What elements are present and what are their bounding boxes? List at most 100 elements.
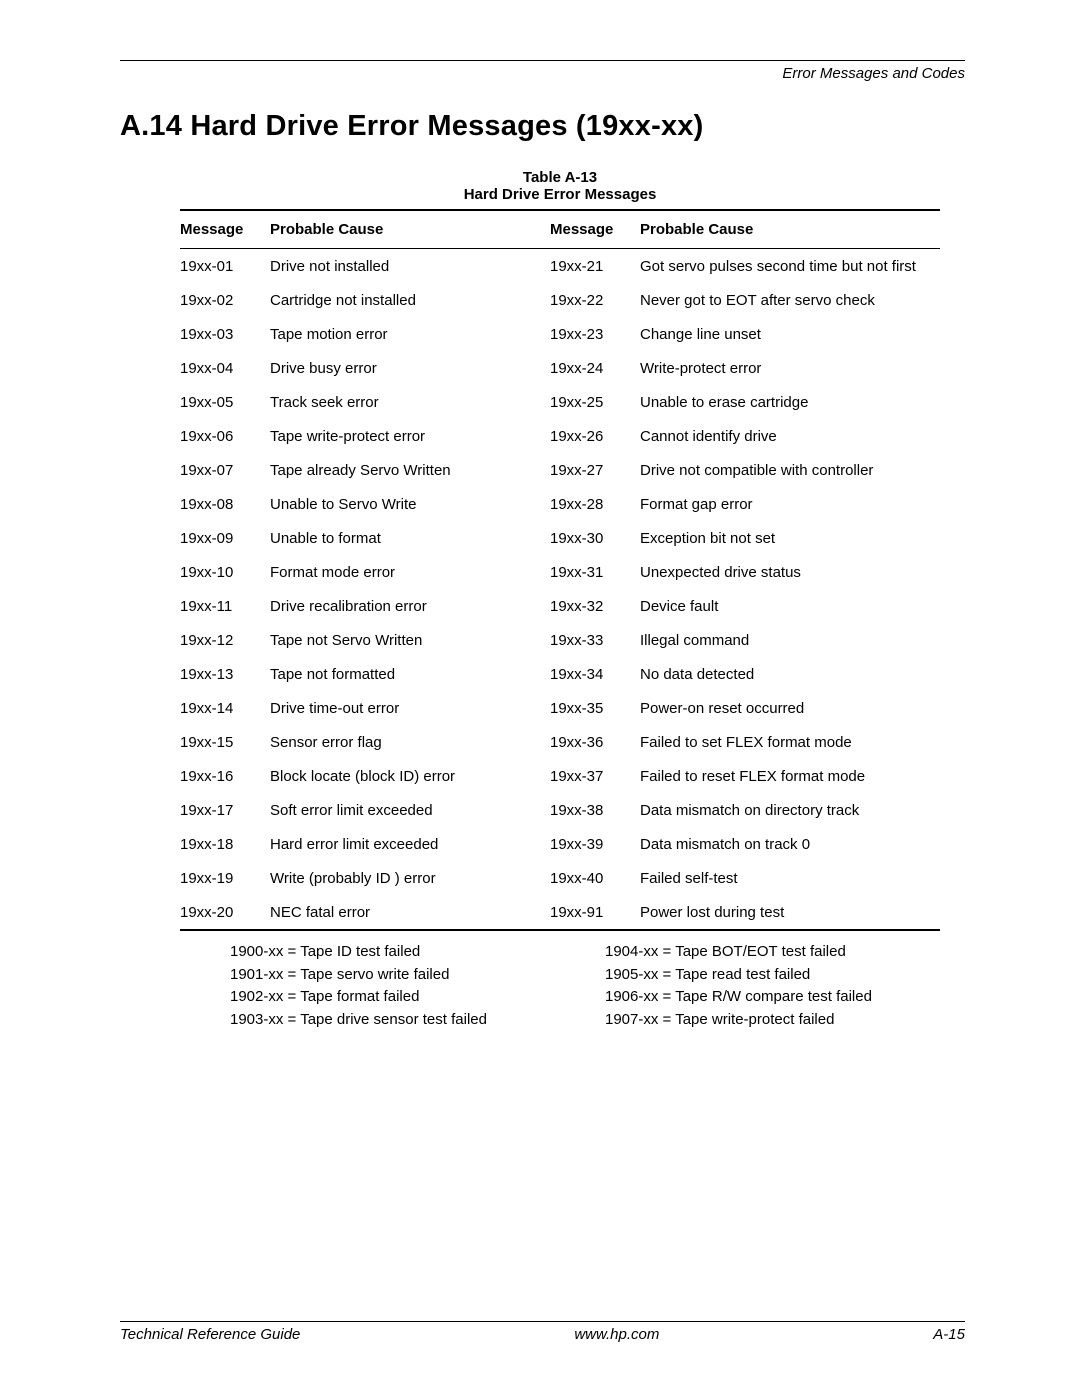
legend-item: 1900-xx = Tape ID test failed bbox=[230, 941, 565, 964]
table-cell: Tape motion error bbox=[270, 317, 550, 351]
table-row: 19xx-09Unable to format19xx-30Exception … bbox=[180, 521, 940, 555]
table-cell: 19xx-32 bbox=[550, 589, 640, 623]
table-cell: 19xx-39 bbox=[550, 827, 640, 861]
table-row: 19xx-06Tape write-protect error19xx-26Ca… bbox=[180, 419, 940, 453]
table-cell: Tape write-protect error bbox=[270, 419, 550, 453]
table-cell: Sensor error flag bbox=[270, 725, 550, 759]
table-cell: 19xx-06 bbox=[180, 419, 270, 453]
table-cell: 19xx-23 bbox=[550, 317, 640, 351]
table-row: 19xx-20NEC fatal error19xx-91Power lost … bbox=[180, 895, 940, 930]
col-header-cause-1: Probable Cause bbox=[270, 210, 550, 249]
table-cell: Never got to EOT after servo check bbox=[640, 283, 940, 317]
table-cell: NEC fatal error bbox=[270, 895, 550, 930]
table-header-row: Message Probable Cause Message Probable … bbox=[180, 210, 940, 249]
legend-item: 1904-xx = Tape BOT/EOT test failed bbox=[605, 941, 940, 964]
table-cell: 19xx-31 bbox=[550, 555, 640, 589]
table-cell: 19xx-21 bbox=[550, 249, 640, 284]
table-caption-number: Table A-13 bbox=[180, 169, 940, 186]
table-cell: Hard error limit exceeded bbox=[270, 827, 550, 861]
table-cell: Tape not Servo Written bbox=[270, 623, 550, 657]
table-cell: Data mismatch on directory track bbox=[640, 793, 940, 827]
table-cell: 19xx-26 bbox=[550, 419, 640, 453]
table-cell: 19xx-25 bbox=[550, 385, 640, 419]
table-body: 19xx-01Drive not installed19xx-21Got ser… bbox=[180, 249, 940, 931]
table-cell: 19xx-17 bbox=[180, 793, 270, 827]
table-row: 19xx-04Drive busy error19xx-24Write-prot… bbox=[180, 351, 940, 385]
table-row: 19xx-01Drive not installed19xx-21Got ser… bbox=[180, 249, 940, 284]
top-rule bbox=[120, 60, 965, 61]
legend-item: 1905-xx = Tape read test failed bbox=[605, 964, 940, 987]
table-cell: 19xx-36 bbox=[550, 725, 640, 759]
table-row: 19xx-02Cartridge not installed19xx-22Nev… bbox=[180, 283, 940, 317]
table-cell: Unable to Servo Write bbox=[270, 487, 550, 521]
table-cell: Format mode error bbox=[270, 555, 550, 589]
table-cell: 19xx-19 bbox=[180, 861, 270, 895]
table-cell: Got servo pulses second time but not fir… bbox=[640, 249, 940, 284]
table-cell: Power-on reset occurred bbox=[640, 691, 940, 725]
table-row: 19xx-14Drive time-out error19xx-35Power-… bbox=[180, 691, 940, 725]
table-cell: 19xx-14 bbox=[180, 691, 270, 725]
table-cell: Failed to set FLEX format mode bbox=[640, 725, 940, 759]
table-row: 19xx-13Tape not formatted19xx-34No data … bbox=[180, 657, 940, 691]
table-cell: Drive not compatible with controller bbox=[640, 453, 940, 487]
table-cell: 19xx-91 bbox=[550, 895, 640, 930]
table-cell: Soft error limit exceeded bbox=[270, 793, 550, 827]
footer: Technical Reference Guide www.hp.com A-1… bbox=[120, 1321, 965, 1343]
table-row: 19xx-15Sensor error flag19xx-36Failed to… bbox=[180, 725, 940, 759]
table-cell: 19xx-40 bbox=[550, 861, 640, 895]
col-header-message-1: Message bbox=[180, 210, 270, 249]
table-cell: No data detected bbox=[640, 657, 940, 691]
table-cell: 19xx-18 bbox=[180, 827, 270, 861]
table-cell: Unable to format bbox=[270, 521, 550, 555]
table-cell: 19xx-09 bbox=[180, 521, 270, 555]
table-row: 19xx-10Format mode error19xx-31Unexpecte… bbox=[180, 555, 940, 589]
table-cell: 19xx-28 bbox=[550, 487, 640, 521]
table-cell: 19xx-04 bbox=[180, 351, 270, 385]
legend-item: 1907-xx = Tape write-protect failed bbox=[605, 1009, 940, 1032]
legend-item: 1901-xx = Tape servo write failed bbox=[230, 964, 565, 987]
table-cell: 19xx-02 bbox=[180, 283, 270, 317]
table-cell: 19xx-24 bbox=[550, 351, 640, 385]
table-cell: Data mismatch on track 0 bbox=[640, 827, 940, 861]
table-cell: 19xx-30 bbox=[550, 521, 640, 555]
table-row: 19xx-19Write (probably ID ) error19xx-40… bbox=[180, 861, 940, 895]
error-messages-table: Message Probable Cause Message Probable … bbox=[180, 209, 940, 931]
table-cell: 19xx-15 bbox=[180, 725, 270, 759]
table-cell: 19xx-01 bbox=[180, 249, 270, 284]
table-cell: 19xx-13 bbox=[180, 657, 270, 691]
table-cell: 19xx-22 bbox=[550, 283, 640, 317]
table-cell: Failed self-test bbox=[640, 861, 940, 895]
table-cell: Cartridge not installed bbox=[270, 283, 550, 317]
footer-left: Technical Reference Guide bbox=[120, 1326, 300, 1343]
table-cell: 19xx-33 bbox=[550, 623, 640, 657]
table-row: 19xx-17Soft error limit exceeded19xx-38D… bbox=[180, 793, 940, 827]
table-row: 19xx-16Block locate (block ID) error19xx… bbox=[180, 759, 940, 793]
col-header-cause-2: Probable Cause bbox=[640, 210, 940, 249]
legend-item: 1903-xx = Tape drive sensor test failed bbox=[230, 1009, 565, 1032]
table-cell: Write (probably ID ) error bbox=[270, 861, 550, 895]
table-cell: Tape not formatted bbox=[270, 657, 550, 691]
table-cell: Change line unset bbox=[640, 317, 940, 351]
table-cell: 19xx-35 bbox=[550, 691, 640, 725]
page: Error Messages and Codes A.14 Hard Drive… bbox=[0, 0, 1080, 1397]
legend-col-left: 1900-xx = Tape ID test failed1901-xx = T… bbox=[230, 941, 565, 1031]
table-cell: Write-protect error bbox=[640, 351, 940, 385]
table-wrap: Table A-13 Hard Drive Error Messages Mes… bbox=[180, 169, 940, 1031]
table-cell: Unable to erase cartridge bbox=[640, 385, 940, 419]
table-cell: Power lost during test bbox=[640, 895, 940, 930]
table-row: 19xx-05Track seek error19xx-25Unable to … bbox=[180, 385, 940, 419]
table-cell: 19xx-37 bbox=[550, 759, 640, 793]
running-head: Error Messages and Codes bbox=[120, 65, 965, 82]
table-cell: Illegal command bbox=[640, 623, 940, 657]
table-cell: 19xx-10 bbox=[180, 555, 270, 589]
table-cell: Track seek error bbox=[270, 385, 550, 419]
table-cell: 19xx-38 bbox=[550, 793, 640, 827]
table-cell: Drive busy error bbox=[270, 351, 550, 385]
footer-rule bbox=[120, 1321, 965, 1322]
legend-item: 1902-xx = Tape format failed bbox=[230, 986, 565, 1009]
footer-row: Technical Reference Guide www.hp.com A-1… bbox=[120, 1326, 965, 1343]
legend-item: 1906-xx = Tape R/W compare test failed bbox=[605, 986, 940, 1009]
table-cell: Device fault bbox=[640, 589, 940, 623]
table-row: 19xx-08Unable to Servo Write19xx-28Forma… bbox=[180, 487, 940, 521]
table-cell: 19xx-12 bbox=[180, 623, 270, 657]
